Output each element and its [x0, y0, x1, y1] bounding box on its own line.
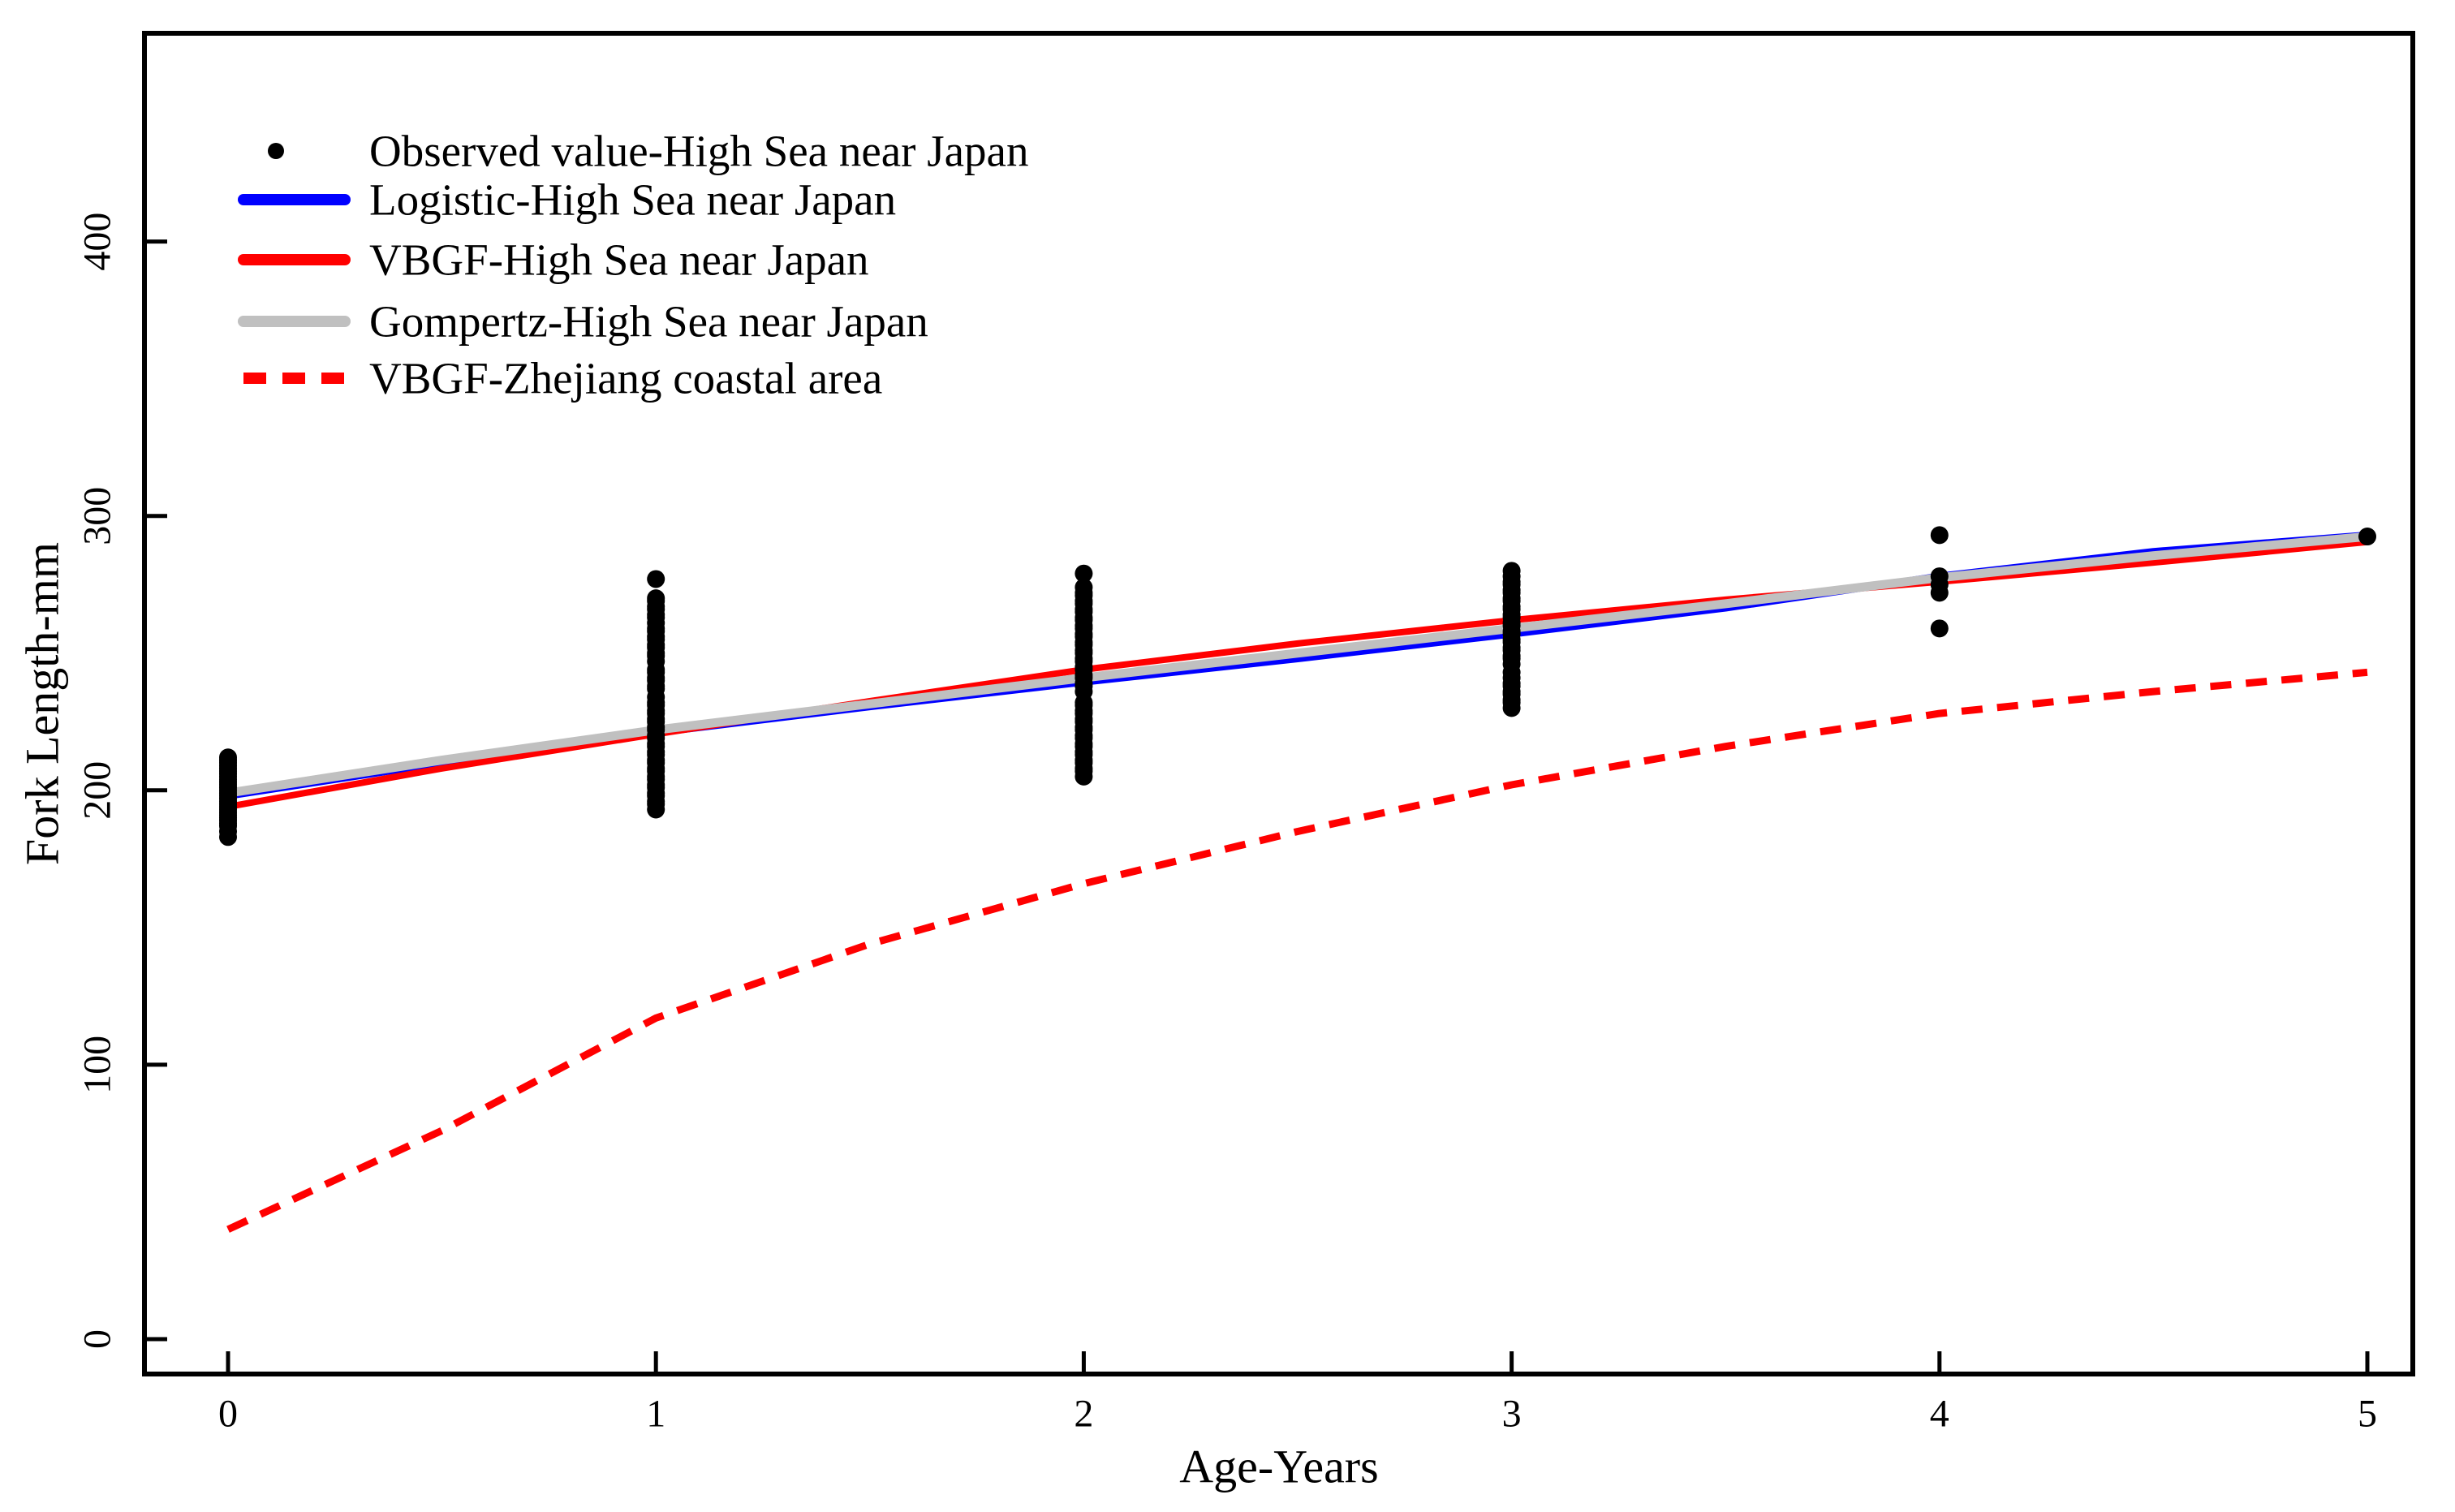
series-line-vbgf-high-sea-near-japan — [227, 538, 2368, 811]
series-line-vbgf-zhejiang-coastal-area — [226, 668, 2368, 1233]
observed-point — [647, 570, 665, 588]
x-axis: 0 1 2 3 4 5 — [218, 1351, 2377, 1436]
x-axis-title: Age-Years — [1179, 1441, 1378, 1493]
observed-point — [1930, 619, 1949, 638]
y-tick-label: 100 — [76, 1036, 119, 1094]
x-tick-label: 5 — [2358, 1393, 2377, 1436]
observed-point — [2358, 528, 2376, 546]
legend-label: VBGF-Zhejiang coastal area — [369, 354, 882, 403]
observed-point — [647, 589, 665, 608]
legend-point-marker — [268, 143, 284, 159]
plot-area-border — [142, 31, 2415, 1376]
x-tick-label: 1 — [646, 1393, 665, 1436]
y-tick-label: 300 — [76, 487, 119, 545]
x-tick-label: 3 — [1502, 1393, 1522, 1436]
observed-points — [219, 526, 2376, 846]
y-axis-title: Fork Length-mm — [16, 542, 69, 865]
observed-point — [1075, 578, 1093, 597]
legend-label: Logistic-High Sea near Japan — [369, 175, 896, 225]
y-tick-label: 0 — [76, 1329, 119, 1349]
observed-point — [1502, 562, 1521, 580]
legend: Observed value-High Sea near JapanLogist… — [238, 127, 1028, 403]
x-tick-label: 4 — [1930, 1393, 1949, 1436]
observed-point — [1930, 567, 1949, 586]
fitted-model-lines — [226, 531, 2368, 1233]
observed-point — [1075, 564, 1093, 583]
y-tick-label: 200 — [76, 761, 119, 820]
y-axis: 0 100 200 300 400 — [76, 213, 167, 1349]
legend-item: Observed value-High Sea near Japan — [268, 127, 1028, 176]
legend-item: Logistic-High Sea near Japan — [238, 175, 896, 225]
legend-label: Observed value-High Sea near Japan — [369, 127, 1028, 176]
legend-item: Gompertz-High Sea near Japan — [238, 297, 928, 347]
series-line-gompertz-high-sea-near-japan — [227, 532, 2368, 798]
y-tick-label: 400 — [76, 213, 119, 271]
x-tick-label: 2 — [1074, 1393, 1093, 1436]
observed-point — [219, 748, 237, 767]
legend-label: VBGF-High Sea near Japan — [369, 235, 869, 285]
x-tick-label: 0 — [218, 1393, 238, 1436]
legend-item: VBGF-Zhejiang coastal area — [243, 354, 882, 403]
legend-item: VBGF-High Sea near Japan — [238, 235, 869, 285]
legend-label: Gompertz-High Sea near Japan — [369, 297, 928, 347]
observed-point — [1930, 526, 1949, 545]
